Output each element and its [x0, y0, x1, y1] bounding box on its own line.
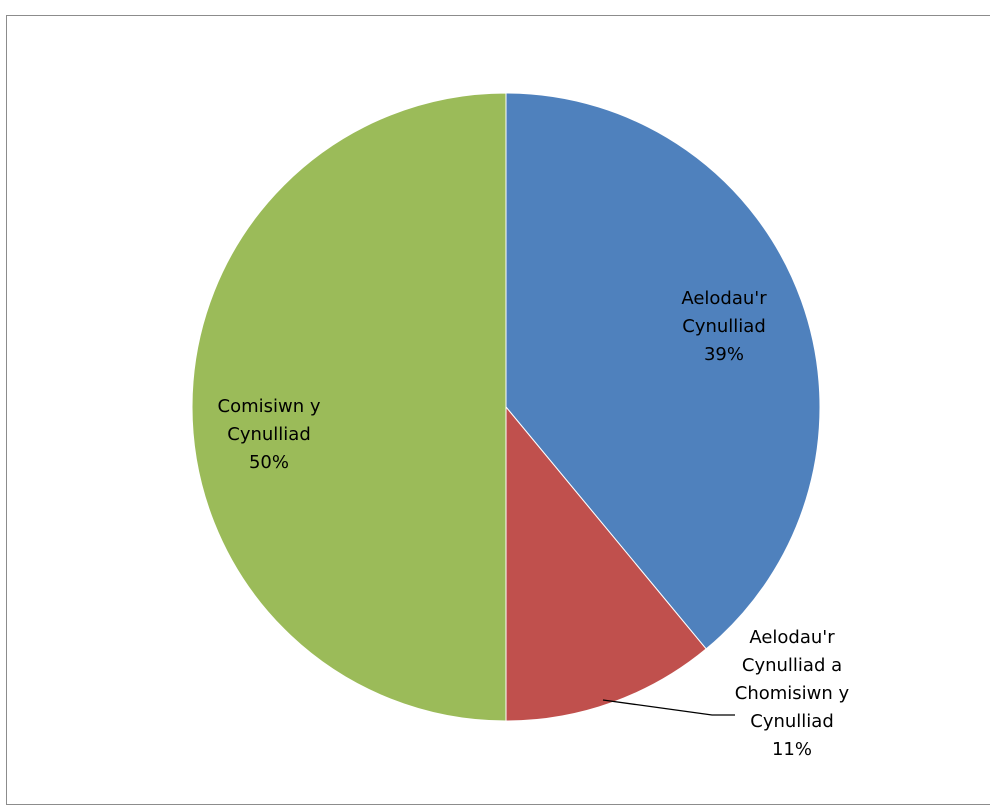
data-label-percent: 50%: [249, 452, 289, 473]
pie-slice-2: [505, 405, 707, 722]
leader-lines: [602, 699, 735, 716]
data-label-3: Comisiwn y Cynulliad 50%: [218, 396, 321, 473]
pie-slice-3: [191, 92, 507, 722]
data-label-line: Cynulliad a: [742, 655, 842, 676]
data-label-line: Comisiwn y: [218, 396, 321, 417]
data-label-2: Aelodau'r Cynulliad a Chomisiwn y Cynulliad…: [735, 627, 850, 760]
pie-slice-1: [505, 92, 821, 650]
data-label-1: Aelodau'r Cynulliad 39%: [681, 288, 767, 365]
data-label-line: Cynulliad: [750, 711, 834, 732]
data-label-line: Chomisiwn y: [735, 683, 850, 704]
data-labels: Aelodau'r Cynulliad 39% Aelodau'r Cynulliad …: [218, 288, 850, 760]
pie-slices: [191, 92, 821, 722]
data-label-line: Cynulliad: [227, 424, 311, 445]
data-label-line: Aelodau'r: [681, 288, 767, 309]
data-label-line: Aelodau'r: [749, 627, 835, 648]
data-label-line: Cynulliad: [682, 316, 766, 337]
data-label-percent: 39%: [704, 344, 744, 365]
data-label-percent: 11%: [772, 739, 812, 760]
leader-line-slice-2: [602, 699, 735, 716]
